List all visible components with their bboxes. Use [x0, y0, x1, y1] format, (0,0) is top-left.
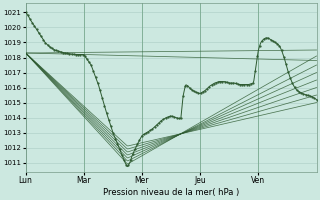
X-axis label: Pression niveau de la mer( hPa ): Pression niveau de la mer( hPa ): [103, 188, 239, 197]
